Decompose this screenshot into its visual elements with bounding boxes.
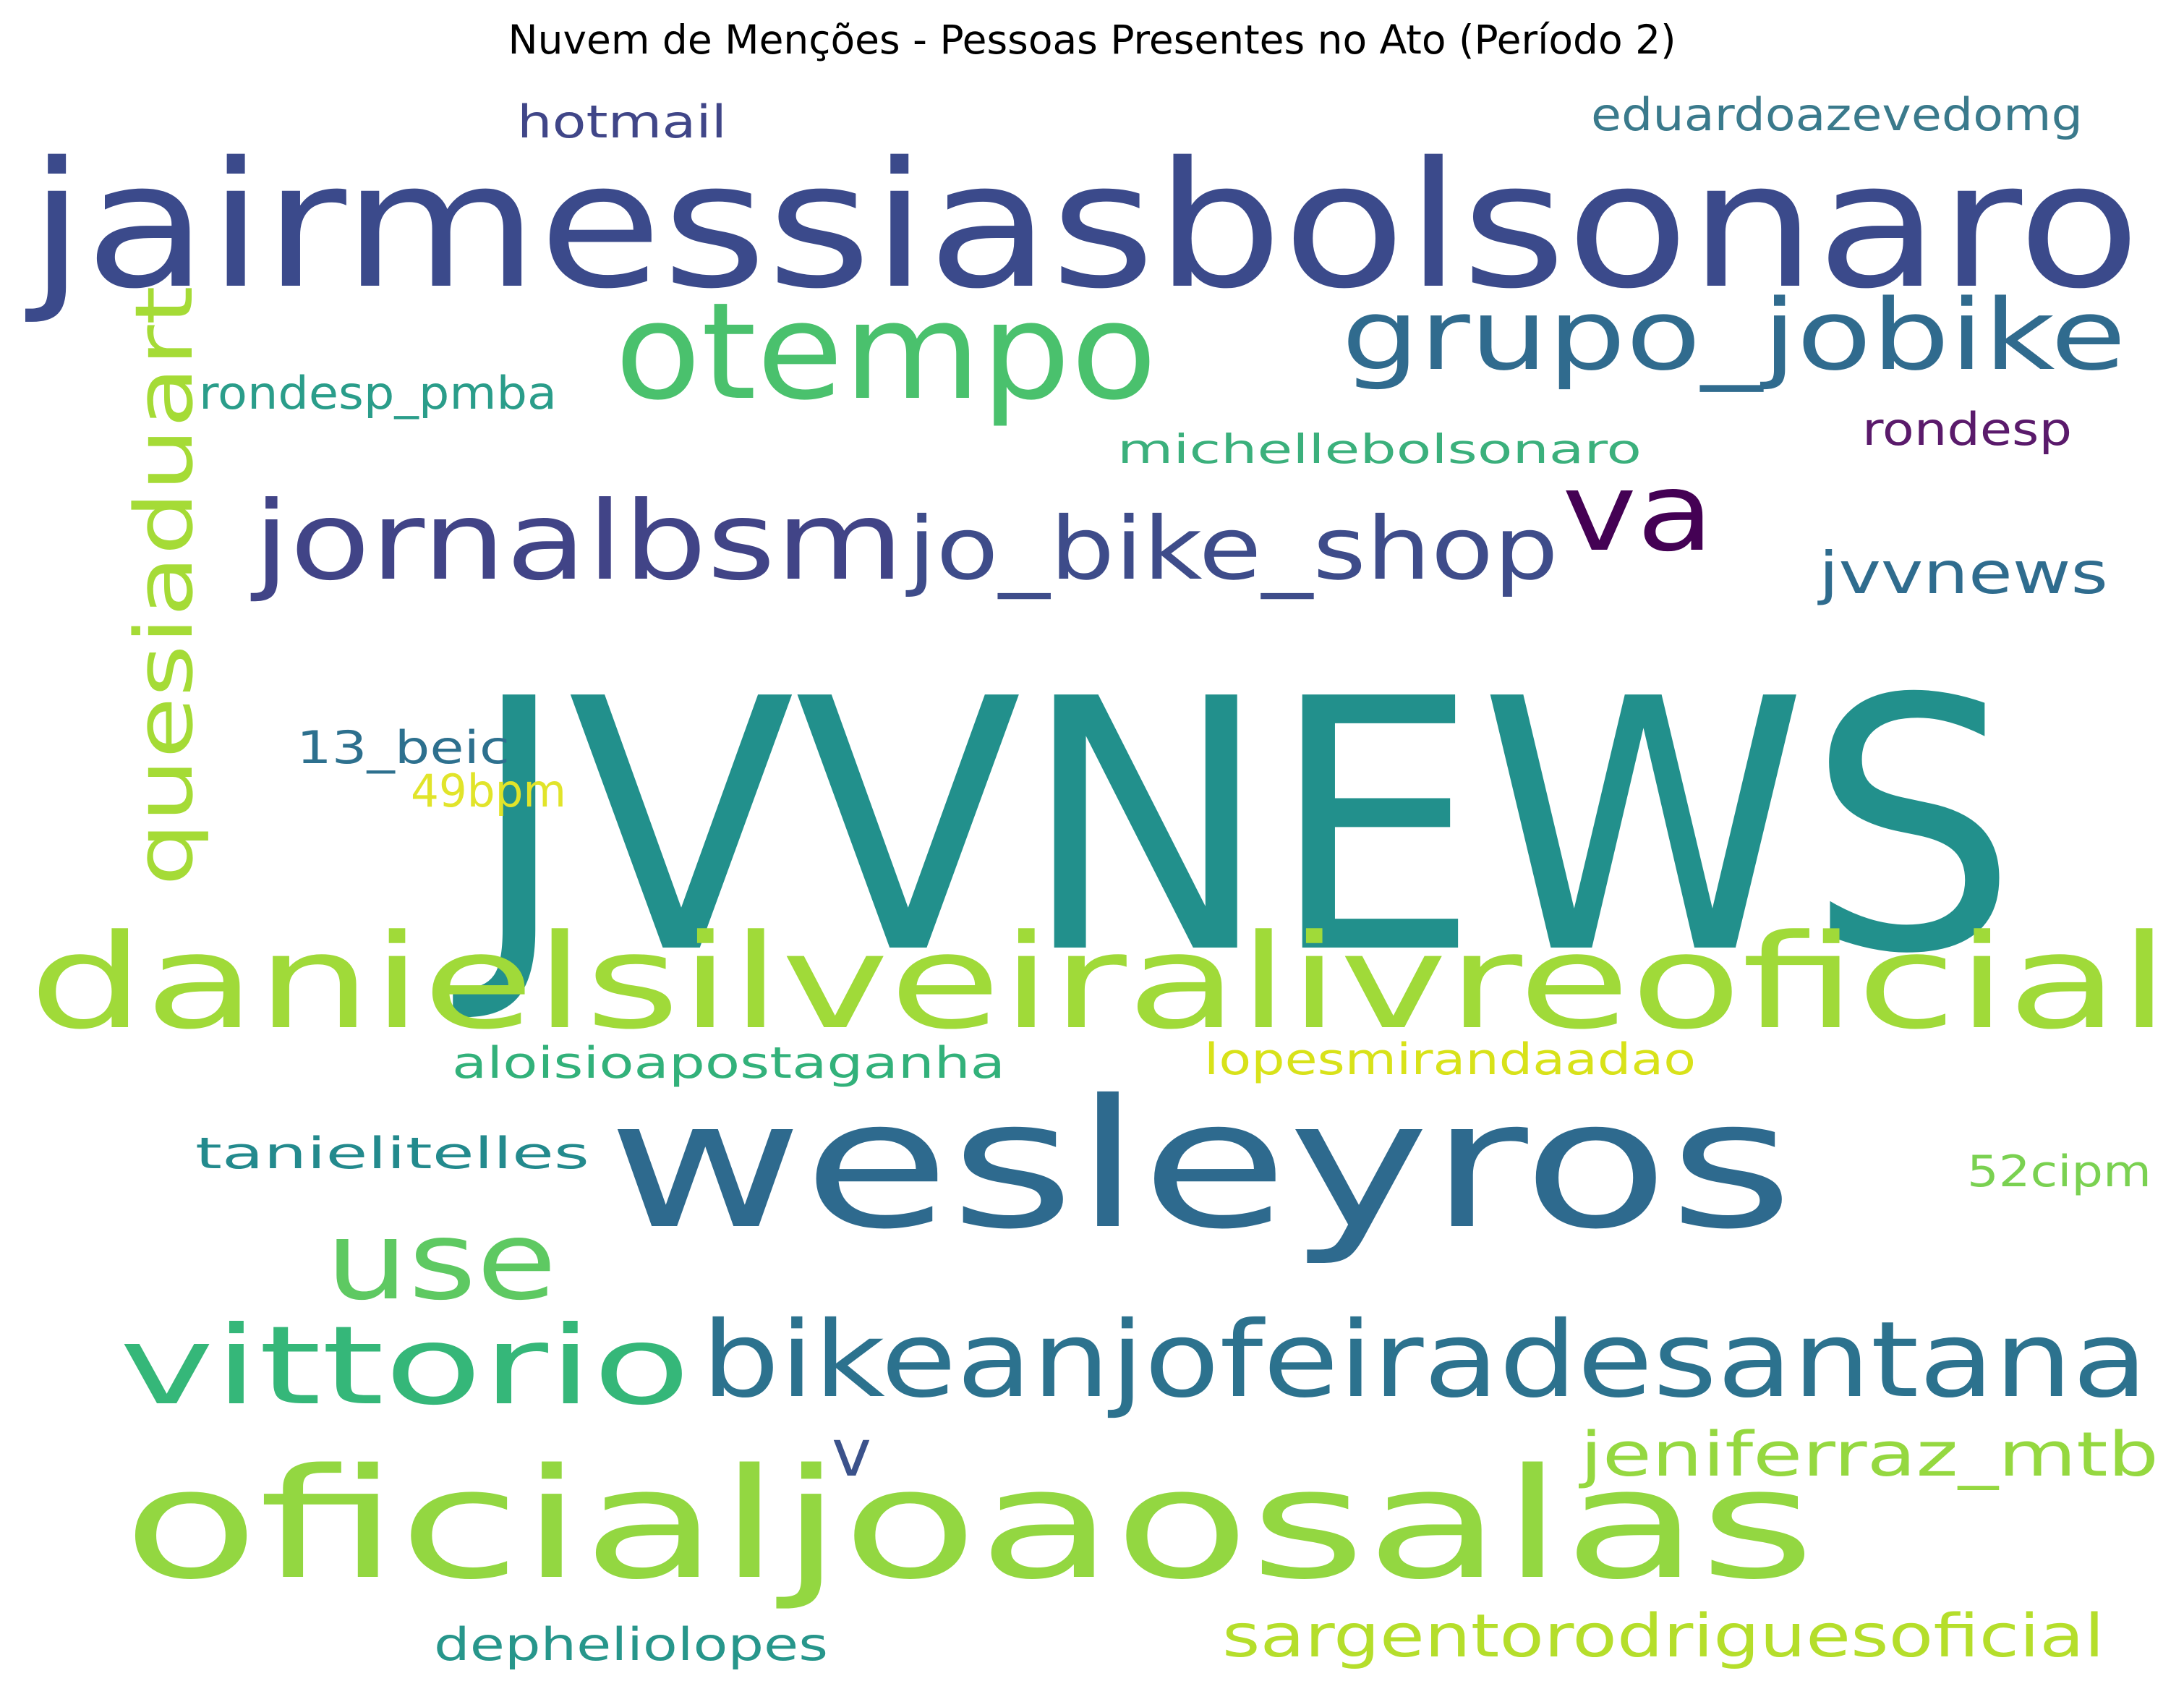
cloud-word: JVVNEWS bbox=[449, 626, 2018, 1030]
cloud-word: jeniferraz_mtb bbox=[1578, 1419, 2159, 1491]
cloud-word: rondesp_pmba bbox=[199, 367, 557, 420]
cloud-word: wesleyros bbox=[607, 1062, 1793, 1268]
cloud-word: jvvnews bbox=[1817, 540, 2108, 607]
cloud-word: hotmail bbox=[517, 95, 727, 148]
cloud-word: vittorio bbox=[119, 1303, 691, 1429]
cloud-word: eduardoazevedomg bbox=[1591, 88, 2083, 141]
cloud-word: v bbox=[832, 1416, 871, 1492]
cloud-word: oficialjoaosalas bbox=[123, 1436, 1815, 1613]
cloud-word: grupo_jobike bbox=[1341, 278, 2126, 392]
cloud-word: aloisioapostaganha bbox=[452, 1038, 1005, 1089]
cloud-word: lopesmirandaadao bbox=[1204, 1034, 1696, 1085]
cloud-word: 13_beic bbox=[297, 721, 510, 774]
figure-title: Nuvem de Menções - Pessoas Presentes no … bbox=[508, 17, 1676, 63]
cloud-word: use bbox=[325, 1199, 557, 1324]
cloud-word: rondesp bbox=[1862, 403, 2072, 456]
cloud-word: sargentorodriguesoficial bbox=[1222, 1602, 2104, 1671]
cloud-word: 52cipm bbox=[1967, 1146, 2151, 1197]
cloud-word: jo_bike_shop bbox=[905, 499, 1558, 600]
cloud-word: depheliolopes bbox=[434, 1618, 828, 1671]
cloud-word: danielsilveiralivreoficial bbox=[29, 907, 2170, 1058]
cloud-word: va bbox=[1562, 450, 1714, 576]
cloud-word: michellebolsonaro bbox=[1117, 426, 1642, 472]
cloud-word: otempo bbox=[615, 273, 1157, 430]
cloud-word: jornalbsm bbox=[250, 479, 904, 605]
cloud-word: jairmessiasbolsonaro bbox=[25, 124, 2141, 327]
cloud-word: bikeanjofeiradesantana bbox=[701, 1299, 2148, 1421]
cloud-word: 49bpm bbox=[411, 765, 566, 817]
cloud-word: quesiaduart bbox=[118, 286, 210, 886]
cloud-word: tanielitelles bbox=[195, 1128, 589, 1179]
